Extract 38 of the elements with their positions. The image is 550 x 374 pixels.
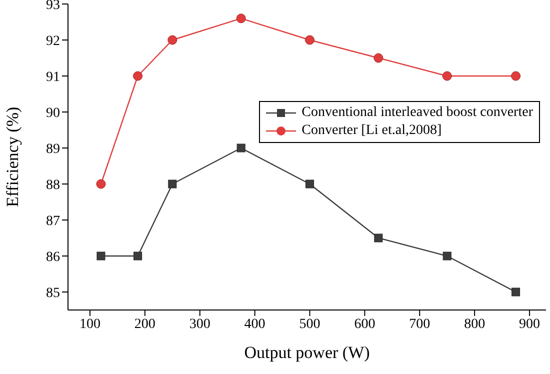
y-tick-label: 86 <box>46 250 60 265</box>
point <box>96 252 106 260</box>
point <box>236 14 246 24</box>
x-tick-label: 900 <box>519 316 540 332</box>
y-tick-label: 90 <box>46 106 60 121</box>
x-tick-label: 600 <box>354 316 376 332</box>
point <box>374 234 383 242</box>
point <box>511 71 521 81</box>
x-tick-label: 400 <box>244 316 266 332</box>
point <box>236 144 246 152</box>
x-tick-label: 100 <box>79 316 100 332</box>
y-tick-label: 93 <box>46 0 60 13</box>
point <box>512 288 520 296</box>
y-tick-label: 87 <box>46 214 60 229</box>
x-tick-label: 800 <box>464 316 486 332</box>
point <box>304 35 314 45</box>
y-tick-label: 88 <box>46 178 60 193</box>
x-tick-label: 200 <box>134 316 156 332</box>
x-tick-label: 500 <box>299 316 320 332</box>
point <box>133 71 143 81</box>
y-tick-label: 92 <box>46 34 60 49</box>
point <box>168 35 178 45</box>
point <box>374 53 384 63</box>
point <box>168 180 177 188</box>
legend-label: Converter [Li et.al,2008] <box>302 122 442 140</box>
legend-label: Conventional interleaved boost converter <box>302 104 533 122</box>
x-axis-title: Output power (W) <box>244 343 370 362</box>
point <box>96 179 106 189</box>
point <box>305 180 314 188</box>
point <box>134 252 142 260</box>
x-tick-label: 300 <box>189 316 210 332</box>
y-tick-label: 89 <box>46 142 60 157</box>
y-tick-label: 91 <box>46 70 60 85</box>
point <box>442 252 452 260</box>
point <box>442 71 452 81</box>
y-tick-label: 85 <box>46 286 60 301</box>
x-tick-label: 700 <box>409 316 430 332</box>
y-axis-title: Efficiency (%) <box>3 106 22 207</box>
